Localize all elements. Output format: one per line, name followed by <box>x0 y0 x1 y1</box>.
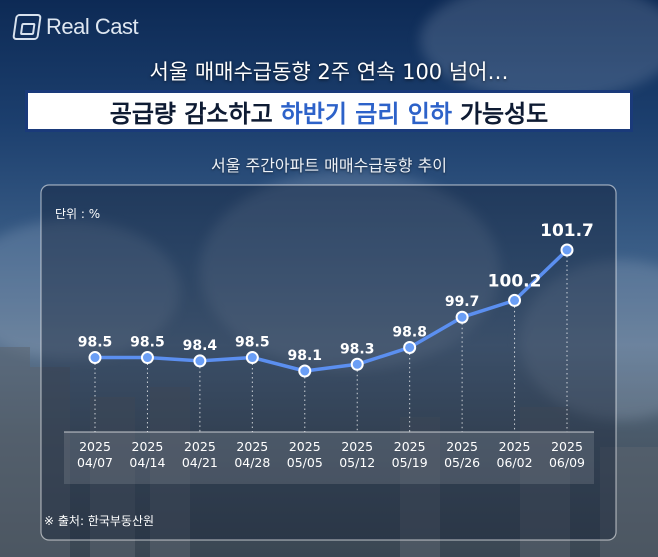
building-shape <box>400 417 440 557</box>
x-tick-label: 2025 05/19 <box>392 439 428 470</box>
banner-text-part1: 공급량 감소하고 <box>109 99 273 128</box>
data-point <box>193 354 207 368</box>
x-axis-band <box>64 432 594 484</box>
brand-logo: Real Cast <box>12 14 139 40</box>
data-point <box>508 293 522 307</box>
cloud-shape <box>200 170 500 370</box>
x-tick-label: 2025 05/26 <box>444 439 480 470</box>
banner-text-part2: 하반기 금리 인하 <box>280 99 452 128</box>
data-label: 98.4 <box>183 338 218 354</box>
logo-text: Real Cast <box>46 14 139 39</box>
data-point <box>560 243 574 257</box>
headline: 서울 매매수급동향 2주 연속 100 넘어… <box>149 60 509 84</box>
x-tick-label: 2025 04/28 <box>234 439 270 470</box>
x-tick-label: 2025 06/09 <box>549 439 585 470</box>
cloud-shape <box>420 0 658 100</box>
x-tick-label: 2025 06/02 <box>497 439 533 470</box>
building-shape <box>0 347 30 557</box>
x-tick-label: 2025 05/05 <box>287 439 323 470</box>
x-tick-label: 2025 04/21 <box>182 439 218 470</box>
series-line <box>93 248 569 373</box>
data-point <box>140 351 154 365</box>
data-label: 99.7 <box>445 294 480 310</box>
cloud-shape <box>0 220 180 360</box>
x-tick-label: 2025 05/12 <box>339 439 375 470</box>
data-label: 98.5 <box>235 335 270 351</box>
data-point <box>403 340 417 354</box>
data-label: 98.3 <box>340 341 375 357</box>
unit-label: 단위 : % <box>55 207 101 221</box>
building-shape <box>150 387 190 557</box>
data-label: 101.7 <box>540 221 594 241</box>
data-point <box>88 351 102 365</box>
data-label: 100.2 <box>488 271 542 291</box>
banner-text-part3: 가능성도 <box>459 99 549 128</box>
building-shape <box>90 397 135 557</box>
data-point <box>298 364 312 378</box>
building-shape <box>30 367 70 557</box>
x-tick-label: 2025 04/14 <box>129 439 165 470</box>
chart-frame <box>40 184 617 541</box>
headline-banner: 공급량 감소하고 하반기 금리 인하 가능성도 <box>25 90 633 132</box>
data-point <box>245 351 259 365</box>
data-label: 98.5 <box>78 335 113 351</box>
data-label: 98.1 <box>288 348 323 364</box>
data-point <box>455 310 469 324</box>
data-label: 98.5 <box>130 335 165 351</box>
building-shape <box>600 447 658 557</box>
data-label: 98.8 <box>392 324 427 340</box>
x-tick-label: 2025 04/07 <box>77 439 113 470</box>
source-note: ※ 출처: 한국부동산원 <box>44 514 155 528</box>
data-point <box>350 357 364 371</box>
chart-title: 서울 주간아파트 매매수급동향 추이 <box>210 156 448 175</box>
